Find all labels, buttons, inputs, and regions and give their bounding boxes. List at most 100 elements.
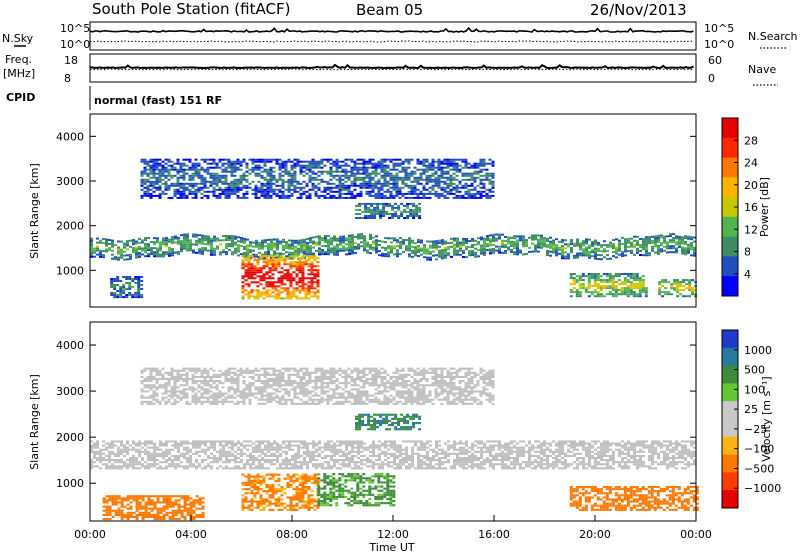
power-cell: [314, 186, 318, 189]
power-cell: [428, 178, 432, 181]
power-cell: [239, 162, 243, 165]
power-cell: [273, 252, 276, 255]
power-cell: [450, 255, 453, 258]
power-cell: [413, 192, 417, 195]
power-cell: [573, 254, 576, 257]
power-cell: [287, 160, 291, 163]
velocity-cell: [456, 457, 459, 460]
power-cell: [345, 249, 348, 252]
power-cell: [140, 284, 144, 286]
power-cell: [353, 178, 357, 181]
power-cell: [443, 170, 447, 173]
velocity-cell: [150, 440, 153, 443]
power-cell: [281, 192, 285, 195]
power-cell: [180, 234, 183, 237]
power-cell: [161, 160, 165, 163]
power-cell: [131, 286, 135, 288]
power-cell: [283, 273, 287, 276]
velocity-cell: [450, 465, 453, 468]
power-cell: [206, 180, 210, 183]
power-cell: [413, 178, 417, 181]
velocity-cell: [399, 448, 402, 451]
power-cell: [240, 237, 243, 239]
velocity-cell: [99, 461, 102, 464]
power-cell: [587, 275, 591, 278]
velocity-cell: [297, 444, 300, 447]
power-cell: [663, 241, 666, 244]
power-cell: [513, 243, 516, 246]
velocity-cell: [171, 459, 174, 462]
velocity-cell: [273, 459, 276, 462]
power-cell: [266, 174, 270, 177]
power-cell: [348, 234, 351, 237]
power-cell: [661, 295, 665, 298]
velocity-cell: [132, 465, 135, 468]
power-cell: [537, 246, 540, 249]
power-cell: [247, 295, 251, 298]
power-cell: [377, 182, 381, 185]
power-cell: [335, 160, 339, 163]
power-cell: [201, 252, 204, 255]
power-cell: [368, 186, 372, 189]
power-cell: [289, 295, 293, 298]
power-cell: [137, 284, 141, 286]
velocity-cell: [459, 465, 462, 468]
power-cell: [99, 239, 102, 242]
power-cell: [419, 162, 423, 165]
power-cell: [485, 178, 489, 181]
velocity-cell: [270, 459, 273, 462]
power-cell: [224, 178, 228, 181]
power-cell: [654, 245, 657, 248]
power-cell: [365, 180, 369, 183]
power-cell: [140, 288, 144, 290]
power-cell: [276, 246, 279, 249]
velocity-cell: [357, 440, 360, 443]
power-cell: [456, 243, 459, 246]
power-cell: [147, 247, 150, 249]
power-cell: [513, 247, 516, 250]
velocity-cell: [147, 440, 150, 443]
power-cell: [204, 243, 207, 246]
velocity-cell: [414, 444, 417, 447]
velocity-cell: [486, 459, 489, 462]
velocity-cell: [333, 459, 336, 462]
velocity-cell: [135, 444, 138, 447]
power-cell: [203, 178, 207, 181]
velocity-cell: [129, 448, 132, 451]
power-cell: [582, 254, 585, 257]
power-cell: [246, 238, 249, 241]
velocity-cell: [210, 457, 213, 460]
power-cell: [105, 244, 108, 247]
power-cell: [663, 239, 666, 242]
velocity-cell: [444, 450, 447, 453]
velocity-cell: [357, 457, 360, 460]
power-cell: [167, 196, 171, 199]
power-cell: [191, 178, 195, 181]
velocity-cell: [222, 444, 225, 447]
power-cell: [581, 273, 585, 275]
velocity-cell: [318, 440, 321, 443]
power-cell: [221, 182, 225, 185]
velocity-cell: [465, 467, 468, 470]
power-cell: [440, 168, 444, 171]
power-cell: [367, 208, 371, 211]
velocity-cell: [297, 467, 300, 470]
power-cell: [672, 233, 675, 236]
velocity-cell: [195, 450, 198, 453]
velocity-cell: [252, 457, 255, 460]
velocity-cell: [165, 440, 168, 443]
velocity-cell: [123, 465, 126, 468]
power-cell: [359, 162, 363, 165]
power-cell: [468, 240, 471, 243]
power-cell: [428, 168, 432, 171]
velocity-cell: [411, 465, 414, 468]
power-cell: [243, 247, 246, 250]
velocity-cell: [396, 465, 399, 468]
velocity-cell: [489, 450, 492, 453]
velocity-cell: [453, 446, 456, 449]
power-cell: [326, 196, 330, 199]
power-cell: [473, 166, 477, 169]
velocity-cell: [279, 448, 282, 451]
velocity-cell: [345, 465, 348, 468]
power-cell: [579, 248, 582, 251]
